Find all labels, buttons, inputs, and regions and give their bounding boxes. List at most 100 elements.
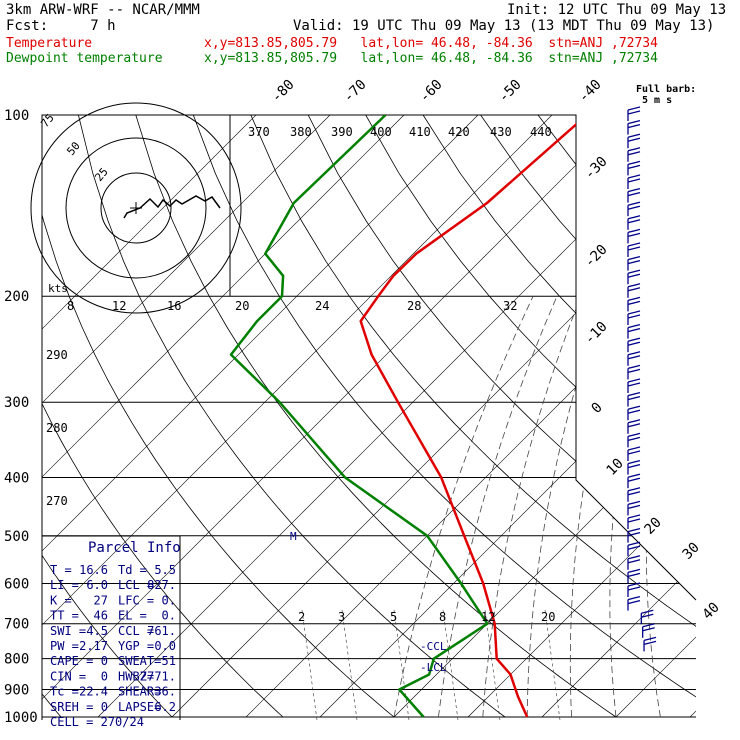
parcel-value: 2.17 bbox=[79, 639, 108, 653]
parcel-value: 6.0 bbox=[86, 578, 108, 592]
parcel-value: 51 bbox=[162, 654, 176, 668]
moist-adiabat bbox=[393, 296, 534, 718]
hodo-speed-label: 32 bbox=[503, 299, 517, 313]
wind-barb-flag bbox=[627, 119, 641, 125]
wind-barb-flag bbox=[627, 300, 641, 306]
wind-barb-flag bbox=[627, 487, 641, 492]
wind-barb-flag bbox=[627, 382, 641, 387]
barb-legend: Full barb: bbox=[636, 84, 696, 95]
pressure-label-200: 200 bbox=[4, 289, 29, 305]
mixing-ratio-line bbox=[544, 609, 561, 720]
isotherm bbox=[245, 115, 696, 718]
theta-label: 390 bbox=[331, 125, 353, 139]
isotherm bbox=[171, 115, 696, 718]
wind-barb-flag bbox=[627, 531, 641, 537]
parcel-key: TT = bbox=[50, 609, 79, 623]
wind-barb-flag bbox=[627, 572, 641, 578]
hodo-speed-label: 24 bbox=[315, 299, 329, 313]
wind-barb-flag bbox=[627, 545, 641, 550]
wind-barb-flag bbox=[627, 351, 641, 356]
temperature-tick-label: -60 bbox=[417, 77, 446, 106]
pressure-label-400: 400 bbox=[4, 470, 29, 486]
moist-adiabat bbox=[645, 296, 677, 718]
forecast-hour: Fcst: 7 h bbox=[6, 18, 116, 34]
mixing-ratio-label: 20 bbox=[541, 610, 555, 624]
wind-barb-flag bbox=[627, 541, 641, 546]
mixing-ratio-line bbox=[341, 609, 358, 720]
hodo-speed-label: 20 bbox=[235, 299, 249, 313]
wind-barb-flag bbox=[627, 586, 641, 591]
temperature-location: x,y=813.85,805.79 lat,lon= 46.48, -84.36… bbox=[204, 36, 658, 51]
mixing-ratio-line bbox=[484, 609, 501, 720]
temperature-tick-label: -30 bbox=[582, 154, 611, 183]
wind-barb-flag bbox=[627, 341, 641, 346]
wind-barb-flag bbox=[627, 477, 641, 482]
parcel-key: LI = bbox=[50, 578, 79, 592]
theta-label: 410 bbox=[409, 125, 431, 139]
dry-adiabat bbox=[78, 115, 506, 718]
wind-barb-flag bbox=[627, 405, 641, 410]
theta-label: 430 bbox=[490, 125, 512, 139]
hodo-speed-label: 28 bbox=[407, 299, 421, 313]
wind-barb-flag bbox=[627, 378, 641, 383]
theta-label: 370 bbox=[248, 125, 270, 139]
wind-barb-flag bbox=[627, 423, 641, 428]
parcel-value: 5.5 bbox=[154, 563, 176, 577]
isotherm bbox=[42, 115, 257, 718]
sounding-curves bbox=[229, 115, 588, 718]
parcel-value: 4.5 bbox=[86, 624, 108, 638]
wind-barb-flag bbox=[627, 201, 641, 206]
hodo-trace bbox=[123, 195, 221, 219]
isotherm bbox=[319, 115, 696, 718]
wind-barb-flag bbox=[627, 559, 641, 564]
dry-adiabat bbox=[42, 115, 284, 718]
parcel-key: LFC = bbox=[118, 593, 154, 607]
hodo-ring-label: 75 bbox=[38, 111, 56, 130]
parcel-key: SWI = bbox=[50, 624, 86, 638]
wind-barb-flag bbox=[627, 232, 641, 238]
dry-adiabat bbox=[537, 115, 696, 718]
wind-barb-flag bbox=[627, 269, 641, 274]
pressure-label-100: 100 bbox=[4, 108, 29, 124]
wind-barb-flag bbox=[627, 242, 641, 247]
parcel-key: Td = bbox=[118, 563, 147, 577]
parcel-value: 2771. bbox=[140, 669, 176, 683]
isotherm bbox=[42, 115, 405, 718]
parcel-value: 0 bbox=[101, 654, 108, 668]
wind-barb-flag bbox=[627, 174, 641, 179]
parcel-marker-ccl: -CCL bbox=[420, 640, 447, 653]
wind-barb-flag bbox=[642, 627, 655, 632]
pressure-label-500: 500 bbox=[4, 529, 29, 545]
hodo-ring-label: 50 bbox=[64, 139, 82, 158]
parcel-value: 16.6 bbox=[79, 563, 108, 577]
parcel-value: 0.0 bbox=[154, 639, 176, 653]
parcel-value: 0. bbox=[162, 609, 176, 623]
hodo-speed-label: 8 bbox=[67, 299, 74, 313]
dewpoint-line bbox=[229, 115, 489, 718]
parcel-key: SWEAT= bbox=[118, 654, 161, 668]
wind-barb-flag bbox=[627, 255, 641, 261]
parcel-value: 22.4 bbox=[79, 685, 108, 699]
temperature-tick-label: 30 bbox=[680, 540, 703, 563]
wind-barb-flag bbox=[627, 518, 641, 523]
parcel-value: 761. bbox=[147, 624, 176, 638]
hodo-ring bbox=[100, 172, 172, 244]
wind-barb-flag bbox=[627, 504, 641, 510]
isotherm bbox=[393, 115, 696, 718]
moist-adiabat bbox=[526, 296, 606, 718]
dewpoint-legend-label: Dewpoint temperature bbox=[6, 51, 163, 66]
diagram-outline bbox=[41, 114, 697, 720]
parcel-key: CCL = bbox=[118, 624, 154, 638]
background-lines bbox=[42, 115, 696, 720]
wind-barb-flag bbox=[627, 110, 641, 115]
wind-barb-flag bbox=[627, 137, 641, 142]
wind-barb-flag bbox=[627, 459, 641, 465]
parcel-value: 6.2 bbox=[154, 700, 176, 714]
dry-adiabat bbox=[365, 115, 696, 718]
parcel-value: 46 bbox=[94, 609, 108, 623]
temperature-tick-label: -10 bbox=[582, 319, 611, 348]
wind-barb-flag bbox=[627, 310, 641, 315]
wind-barb-flag bbox=[627, 599, 641, 605]
wind-barb-flag bbox=[641, 609, 654, 614]
